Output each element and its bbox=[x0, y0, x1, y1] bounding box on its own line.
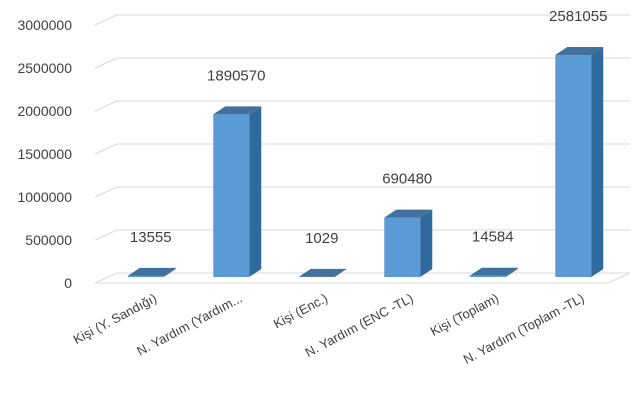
bar-front bbox=[555, 55, 591, 277]
data-label: 14584 bbox=[472, 229, 514, 246]
y-tick-label: 1500000 bbox=[17, 146, 72, 162]
bar-front bbox=[213, 114, 249, 277]
y-tick-label: 1000000 bbox=[17, 189, 72, 205]
data-label: 2581055 bbox=[549, 8, 607, 25]
gridline-diagonal-4 bbox=[95, 101, 117, 111]
gridline-diagonal-6 bbox=[95, 15, 117, 25]
y-tick-label: 3000000 bbox=[17, 17, 72, 33]
gridlines bbox=[95, 15, 630, 283]
bars bbox=[128, 47, 604, 277]
bar-side bbox=[591, 47, 603, 277]
x-tick-label: Kişi (Enc.) bbox=[271, 290, 330, 331]
y-tick-label: 0 bbox=[64, 275, 72, 291]
data-label: 1890570 bbox=[207, 67, 265, 84]
bar-side bbox=[249, 106, 261, 277]
bar-front bbox=[128, 276, 164, 277]
y-tick-label: 2500000 bbox=[17, 60, 72, 76]
bar-top bbox=[299, 269, 347, 277]
y-axis-ticks: 0 500000 1000000 1500000 2000000 2500000 30000… bbox=[17, 17, 72, 291]
gridline-diagonal-3 bbox=[95, 144, 117, 154]
data-label: 13555 bbox=[130, 229, 172, 246]
bar-side bbox=[420, 210, 432, 277]
gridline-diagonal-5 bbox=[95, 58, 117, 68]
bar-front bbox=[384, 218, 420, 277]
x-tick-label: Kişi (Toplam) bbox=[428, 290, 501, 339]
bar-top bbox=[128, 268, 176, 276]
floor-right-edge bbox=[608, 273, 630, 283]
data-label: 1029 bbox=[305, 230, 338, 247]
gridline-diagonal-0 bbox=[95, 273, 117, 283]
y-tick-label: 2000000 bbox=[17, 103, 72, 119]
bar-front bbox=[470, 276, 506, 277]
bar-top bbox=[470, 268, 518, 276]
data-labels: 13555 1890570 1029 690480 14584 2581055 bbox=[130, 8, 608, 247]
data-label: 690480 bbox=[382, 171, 432, 188]
gridline-diagonal-2 bbox=[95, 187, 117, 197]
y-tick-label: 500000 bbox=[25, 232, 72, 248]
x-axis-ticks: Kişi (Y. Sandığı)N. Yardım (Yardım...Kiş… bbox=[71, 290, 587, 366]
gridline-diagonal-1 bbox=[95, 230, 117, 240]
